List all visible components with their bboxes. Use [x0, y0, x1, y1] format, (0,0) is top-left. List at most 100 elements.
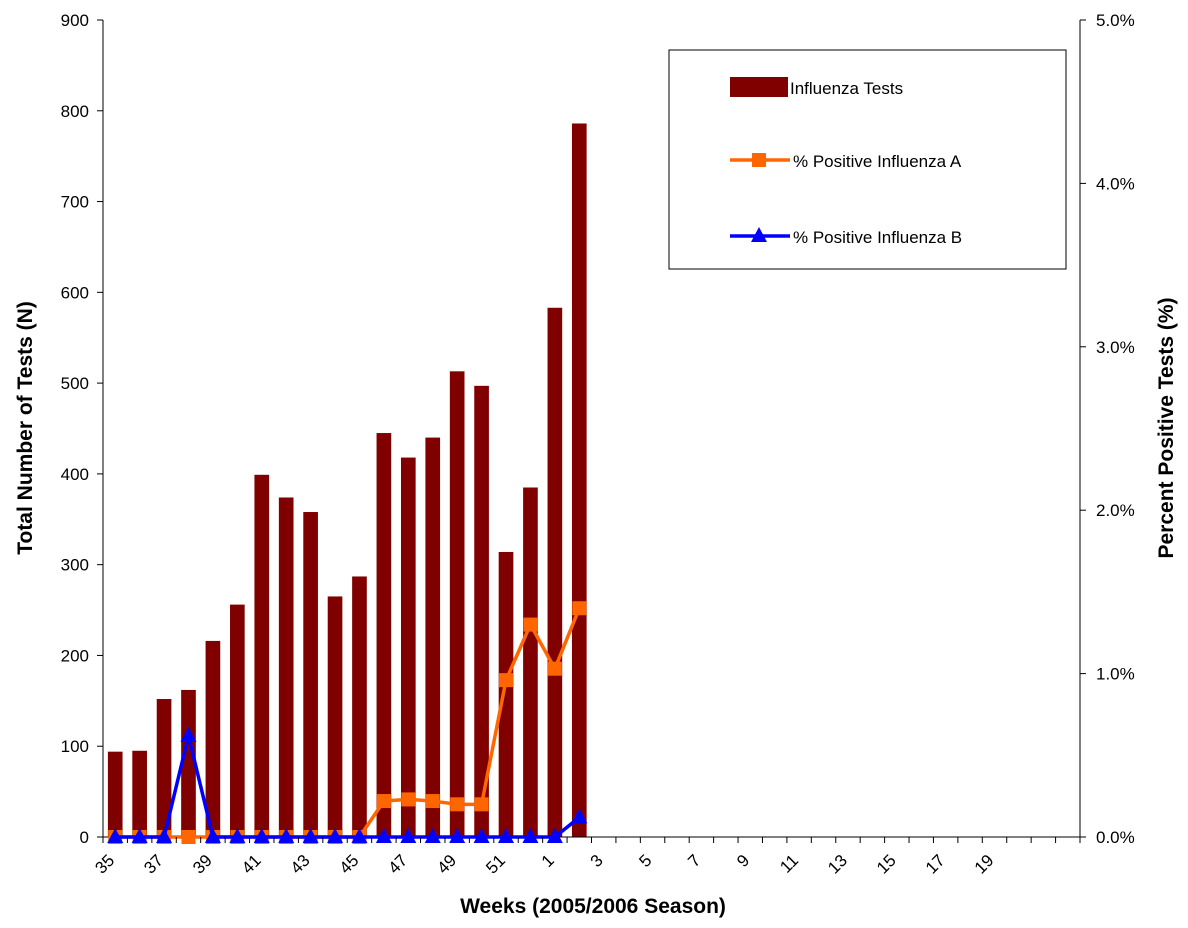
- x-tick-label: 43: [287, 851, 314, 878]
- bar-week-37: [156, 699, 172, 837]
- bar-week-39: [205, 640, 221, 837]
- left-tick-label: 100: [61, 737, 89, 756]
- legend-marker-influenza-b: [751, 227, 767, 242]
- bar-week-40: [230, 604, 245, 837]
- marker-influenza-b-week-40: [229, 828, 246, 843]
- marker-influenza-b-week-44: [327, 828, 344, 843]
- x-tick-label: 19: [971, 851, 998, 878]
- x-tick-label: 37: [140, 851, 167, 878]
- x-tick-label: 5: [635, 851, 655, 871]
- x-tick-label: 39: [189, 851, 216, 878]
- bar-week-41: [254, 474, 270, 837]
- marker-influenza-b-week-50: [473, 828, 490, 843]
- legend-item-influenza-b: % Positive Influenza B: [730, 227, 962, 247]
- bar-week-44: [327, 596, 343, 837]
- bar-week-48: [425, 437, 441, 837]
- marker-influenza-a-week-1: [547, 661, 562, 676]
- left-tick-label: 400: [61, 465, 89, 484]
- bar-week-2: [571, 123, 587, 837]
- legend: Influenza Tests % Positive Influenza A %…: [668, 49, 1067, 270]
- marker-influenza-a-week-38: [181, 830, 196, 844]
- x-tick-label: 51: [482, 851, 509, 878]
- x-tick-label: 41: [238, 851, 265, 878]
- marker-influenza-b-week-39: [204, 828, 221, 843]
- left-tick-label: 500: [61, 374, 89, 393]
- marker-influenza-a-week-46: [376, 794, 391, 809]
- right-tick-label: 4.0%: [1096, 174, 1135, 193]
- marker-influenza-b-week-38: [180, 726, 197, 742]
- left-tick-label: 700: [61, 193, 89, 212]
- marker-influenza-b-week-45: [351, 828, 368, 843]
- x-tick-label: 3: [587, 851, 607, 871]
- left-tick-label: 0: [80, 828, 89, 847]
- marker-influenza-b-week-43: [302, 828, 319, 843]
- marker-influenza-b-week-35: [107, 828, 124, 843]
- right-axis-ticks: 0.0% 1.0% 2.0% 3.0% 4.0% 5.0%: [1080, 11, 1135, 847]
- marker-influenza-a-week-51: [499, 673, 514, 688]
- marker-influenza-b-week-36: [131, 828, 148, 843]
- marker-influenza-a-week-48: [425, 794, 440, 809]
- marker-influenza-b-week-49: [449, 828, 466, 843]
- left-tick-label: 900: [61, 11, 89, 30]
- marker-influenza-b-week-52: [522, 828, 539, 843]
- x-tick-label: 1: [538, 851, 558, 871]
- bar-week-35: [107, 751, 123, 837]
- marker-influenza-b-week-51: [498, 828, 515, 843]
- bar-week-38: [181, 689, 196, 837]
- bar-week-42: [278, 497, 294, 837]
- right-tick-label: 0.0%: [1096, 828, 1135, 847]
- marker-influenza-a-week-52: [523, 617, 538, 632]
- right-tick-label: 2.0%: [1096, 501, 1135, 520]
- x-tick-label: 35: [91, 851, 118, 878]
- bar-week-49: [449, 371, 465, 837]
- line-series: [107, 601, 588, 844]
- right-tick-label: 3.0%: [1096, 338, 1135, 357]
- marker-influenza-b-week-46: [375, 828, 392, 843]
- marker-influenza-b-week-37: [156, 828, 173, 843]
- x-tick-label: 47: [385, 851, 412, 878]
- bar-week-45: [352, 576, 367, 837]
- bar-series-influenza-tests: [107, 123, 587, 837]
- legend-label-influenza-a: % Positive Influenza A: [793, 152, 962, 171]
- x-tick-label: 13: [824, 851, 851, 878]
- marker-influenza-b-week-41: [253, 828, 270, 843]
- marker-influenza-b-week-47: [400, 828, 417, 843]
- marker-influenza-a-week-50: [474, 797, 489, 812]
- x-tick-label: 45: [336, 851, 363, 878]
- right-tick-label: 5.0%: [1096, 11, 1135, 30]
- marker-influenza-a-week-2: [572, 601, 587, 616]
- left-tick-label: 300: [61, 556, 89, 575]
- marker-influenza-b-week-48: [424, 828, 441, 843]
- marker-influenza-b-week-1: [546, 828, 563, 843]
- legend-label-influenza-tests: Influenza Tests: [790, 79, 903, 98]
- bar-week-43: [303, 512, 318, 837]
- legend-swatch-influenza-tests: [730, 77, 788, 97]
- marker-influenza-b-week-42: [278, 828, 295, 843]
- bar-week-47: [400, 457, 416, 837]
- legend-item-influenza-a: % Positive Influenza A: [730, 152, 962, 171]
- legend-item-influenza-tests: Influenza Tests: [730, 77, 903, 98]
- bar-week-1: [547, 307, 563, 837]
- x-tick-label: 7: [684, 851, 704, 871]
- bar-week-51: [498, 551, 514, 837]
- bar-week-50: [474, 385, 489, 837]
- legend-label-influenza-b: % Positive Influenza B: [793, 228, 962, 247]
- x-axis-title: Weeks (2005/2006 Season): [460, 895, 726, 918]
- x-tick-label: 9: [733, 851, 753, 871]
- marker-influenza-a-week-49: [450, 797, 465, 812]
- x-tick-label: 17: [922, 851, 949, 878]
- x-tick-label: 11: [776, 851, 802, 877]
- left-tick-label: 800: [61, 102, 89, 121]
- left-tick-label: 200: [61, 646, 89, 665]
- y-axis-left-title: Total Number of Tests (N): [14, 301, 37, 555]
- marker-influenza-a-week-47: [401, 792, 416, 807]
- legend-marker-influenza-a: [752, 153, 766, 167]
- bar-week-46: [376, 433, 392, 837]
- left-axis-ticks: 0 100 200 300 400 500 600 700 800 900: [61, 11, 103, 847]
- y-axis-right-title: Percent Positive Tests (%): [1155, 297, 1178, 558]
- x-tick-label: 49: [433, 851, 460, 878]
- bar-week-36: [132, 750, 147, 837]
- x-tick-label: 15: [873, 851, 900, 878]
- left-tick-label: 600: [61, 283, 89, 302]
- marker-influenza-b-week-2: [571, 808, 588, 824]
